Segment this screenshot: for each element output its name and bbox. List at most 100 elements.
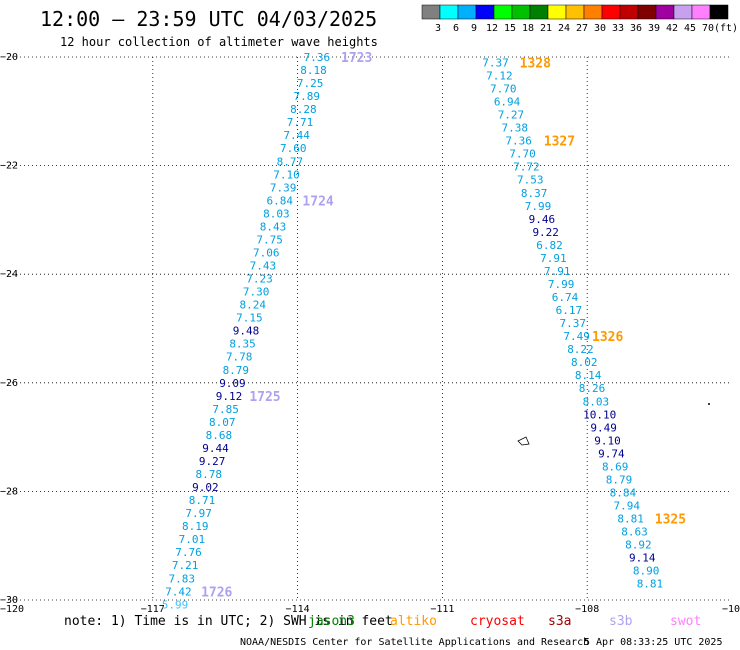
wave-height-label: 8.43 [260, 220, 287, 233]
legend-swatch [493, 4, 513, 20]
wave-height-label: 6.82 [536, 239, 563, 252]
wave-height-label: 7.72 [513, 161, 540, 174]
wave-height-label: 7.70 [490, 82, 517, 95]
legend-bin-label: 3 [435, 23, 441, 34]
x-tick-label: −120 [0, 604, 24, 615]
wave-height-label: 9.22 [532, 226, 559, 239]
pass-number-label: 1726 [201, 585, 232, 600]
satellite-legend-item: swot [670, 614, 701, 629]
wave-height-label: 9.14 [629, 552, 656, 565]
wave-height-label: 8.63 [621, 526, 648, 539]
legend-bin-label: 9 [471, 23, 477, 34]
legend-swatch [637, 4, 657, 20]
pass-number-label: 1328 [520, 56, 551, 71]
legend-swatch [457, 4, 477, 20]
x-tick-label: −108 [575, 604, 599, 615]
wave-height-label: 8.19 [182, 520, 209, 533]
wave-height-label: 8.22 [567, 343, 594, 356]
wave-height-label: 6.74 [552, 291, 579, 304]
wave-height-label: 8.81 [617, 513, 644, 526]
wave-height-label: 7.37 [482, 56, 509, 69]
legend-swatch [547, 4, 567, 20]
wave-height-label: 9.09 [219, 377, 246, 390]
footer-timestamp: 5 Apr 08:33:25 UTC 2025 [584, 637, 722, 648]
legend-bin-label: 45 [684, 23, 696, 34]
legend-bin-label: 24 [558, 23, 570, 34]
satellite-legend: jason3 altiko cryosat s3a s3b swot [308, 614, 701, 629]
color-scale-legend: 3 6 9 12 15 18 21 24 27 30 33 36 39 42 45 70 (ft) [421, 4, 738, 34]
wave-height-label: 7.91 [540, 252, 567, 265]
wave-height-label: 9.48 [233, 325, 260, 338]
legend-swatch [673, 4, 693, 20]
wave-height-label: 7.06 [253, 246, 280, 259]
pass-number-label: 1326 [592, 330, 623, 345]
wave-height-label: 7.76 [175, 546, 202, 559]
wave-height-label: 8.71 [189, 494, 216, 507]
footer-credit: NOAA/NESDIS Center for Satellite Applica… [240, 637, 589, 648]
island-dot [708, 403, 710, 405]
wave-height-label: 8.92 [625, 539, 652, 552]
y-tick-label: −28 [0, 486, 18, 497]
pass-number-label: 1327 [544, 135, 575, 150]
legend-bin-label: 70 [702, 23, 714, 34]
legend-bin-label: 39 [648, 23, 660, 34]
wave-height-label: 7.44 [283, 129, 310, 142]
wave-height-label: 8.03 [583, 395, 610, 408]
wave-height-label: 8.90 [633, 565, 660, 578]
wave-height-label: 7.10 [273, 168, 300, 181]
wave-height-label: 7.71 [287, 116, 314, 129]
wave-height-label: 8.68 [206, 429, 233, 442]
wave-height-label: 7.49 [563, 330, 590, 343]
satellite-legend-item: s3b [609, 614, 633, 629]
wave-height-label: 8.26 [579, 382, 606, 395]
wave-height-label: 7.85 [212, 403, 239, 416]
wave-height-label: 7.99 [548, 278, 575, 291]
wave-height-label: 8.81 [637, 578, 664, 591]
legend-swatch [691, 4, 711, 20]
legend-swatch [709, 4, 729, 20]
wave-height-label: 7.94 [614, 500, 641, 513]
wave-height-label: 8.35 [229, 338, 256, 351]
pass-number-label: 1723 [341, 51, 372, 66]
wave-height-label: 8.18 [300, 64, 327, 77]
legend-swatch [655, 4, 675, 20]
wave-height-label: 7.21 [172, 559, 199, 572]
pass-number-label: 1325 [655, 513, 686, 528]
wave-height-label: 5.99 [162, 598, 189, 611]
wave-height-label: 6.94 [494, 96, 521, 109]
chart-subtitle: 12 hour collection of altimeter wave hei… [60, 35, 378, 49]
wave-height-label: 8.07 [209, 416, 236, 429]
wave-height-label: 7.01 [179, 533, 206, 546]
wave-height-label: 7.36 [304, 51, 331, 64]
satellite-legend-item: altiko [390, 614, 437, 629]
legend-swatch [601, 4, 621, 20]
legend-bin-label: 12 [486, 23, 498, 34]
legend-bin-label: 6 [453, 23, 459, 34]
wave-height-label: 9.12 [216, 390, 243, 403]
wave-height-label: 7.27 [498, 109, 525, 122]
legend-swatch [421, 4, 441, 20]
wave-height-label: 7.38 [502, 122, 529, 135]
y-tick-label: −20 [0, 52, 18, 63]
wave-height-label: 10.10 [583, 408, 616, 421]
wave-height-label: 6.17 [556, 304, 583, 317]
wave-height-label: 8.28 [290, 103, 317, 116]
wave-height-label: 9.02 [192, 481, 219, 494]
legend-swatch [565, 4, 585, 20]
y-tick-label: −26 [0, 378, 18, 389]
satellite-legend-item: s3a [548, 614, 571, 629]
legend-swatch [583, 4, 603, 20]
wave-height-label: 7.25 [297, 77, 324, 90]
wave-height-label: 9.44 [202, 442, 229, 455]
wave-height-label: 8.69 [602, 460, 629, 473]
legend-swatch [619, 4, 639, 20]
wave-height-label: 7.12 [486, 69, 513, 82]
wave-height-label: 7.23 [246, 273, 273, 286]
chart-title: 12:00 – 23:59 UTC 04/03/2025 [40, 7, 377, 31]
satellite-legend-item: jason3 [308, 614, 355, 629]
legend-bin-label: 27 [576, 23, 588, 34]
wave-height-label: 8.79 [606, 473, 633, 486]
wave-height-label: 9.27 [199, 455, 226, 468]
legend-swatch [529, 4, 549, 20]
